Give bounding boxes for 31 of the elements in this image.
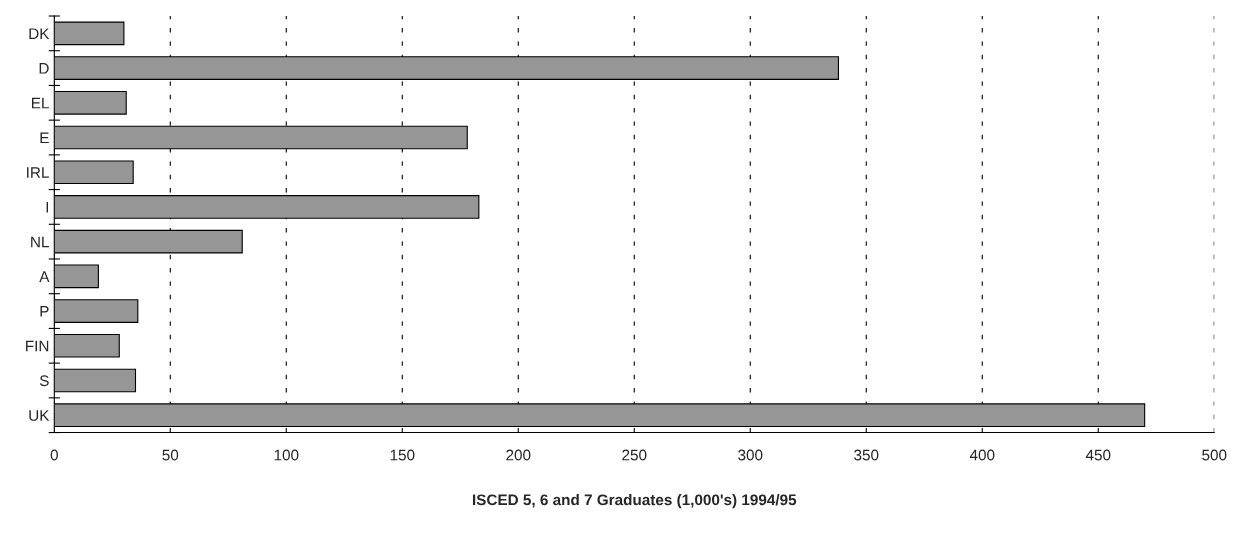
- bar: [54, 333, 120, 358]
- x-tick-label: 400: [969, 449, 995, 461]
- y-tick-label: FIN: [26, 340, 49, 352]
- bar: [54, 299, 139, 323]
- y-tick-label: A: [39, 271, 50, 282]
- y-tick-label: UK: [29, 410, 50, 421]
- y-tick-label: P: [40, 306, 49, 317]
- bar: [54, 368, 137, 393]
- x-tick-label: 350: [854, 449, 879, 461]
- y-tick-label: DK: [29, 28, 50, 39]
- x-tick-label: 500: [1202, 449, 1227, 461]
- y-tick-label: EL: [32, 97, 49, 109]
- y-tick-label: S: [39, 375, 49, 387]
- y-tick-label: IRL: [27, 167, 49, 178]
- bar: [54, 21, 125, 46]
- x-tick-label: 300: [738, 449, 763, 461]
- x-tick-label: 0: [50, 449, 58, 461]
- y-tick-label: D: [39, 63, 49, 74]
- bar: [54, 90, 127, 115]
- x-tick-label: 200: [506, 449, 531, 461]
- y-tick-label: I: [46, 201, 49, 213]
- y-tick-label: NL: [31, 236, 49, 248]
- x-tick-label: 100: [274, 449, 299, 461]
- x-axis-title: ISCED 5, 6 and 7 Graduates (1,000's) 1994/95: [472, 494, 797, 509]
- x-tick-label: 150: [390, 449, 415, 461]
- x-tick-label: 50: [162, 449, 179, 461]
- bar: [54, 264, 99, 289]
- bar: [54, 160, 134, 185]
- x-tick-label: 450: [1085, 449, 1111, 461]
- y-tick-label: E: [40, 132, 49, 144]
- x-tick-label: 250: [622, 449, 647, 461]
